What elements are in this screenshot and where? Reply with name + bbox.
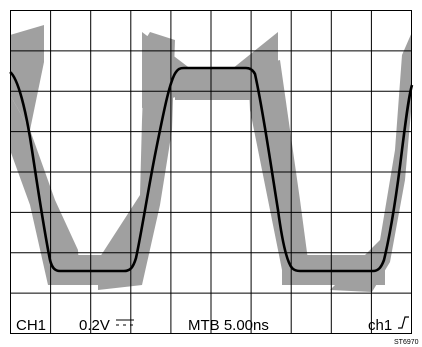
rising-edge-icon	[398, 316, 409, 329]
envelope-segment	[175, 68, 255, 100]
grid-lines	[10, 10, 412, 334]
channel-label: CH1	[16, 317, 46, 334]
reference-code: ST6970	[394, 339, 419, 346]
trigger-source: ch1	[368, 317, 392, 334]
volts-per-div: 0.2V	[79, 317, 110, 334]
signal-trace	[9, 66, 414, 273]
timebase-label: MTB 5.00ns	[188, 317, 269, 334]
status-bar: CH1 0.2V MTB 5.00ns ch1	[16, 316, 409, 334]
graticule	[10, 10, 412, 334]
envelope-segment	[10, 95, 80, 285]
dc-coupling-icon	[116, 319, 134, 326]
